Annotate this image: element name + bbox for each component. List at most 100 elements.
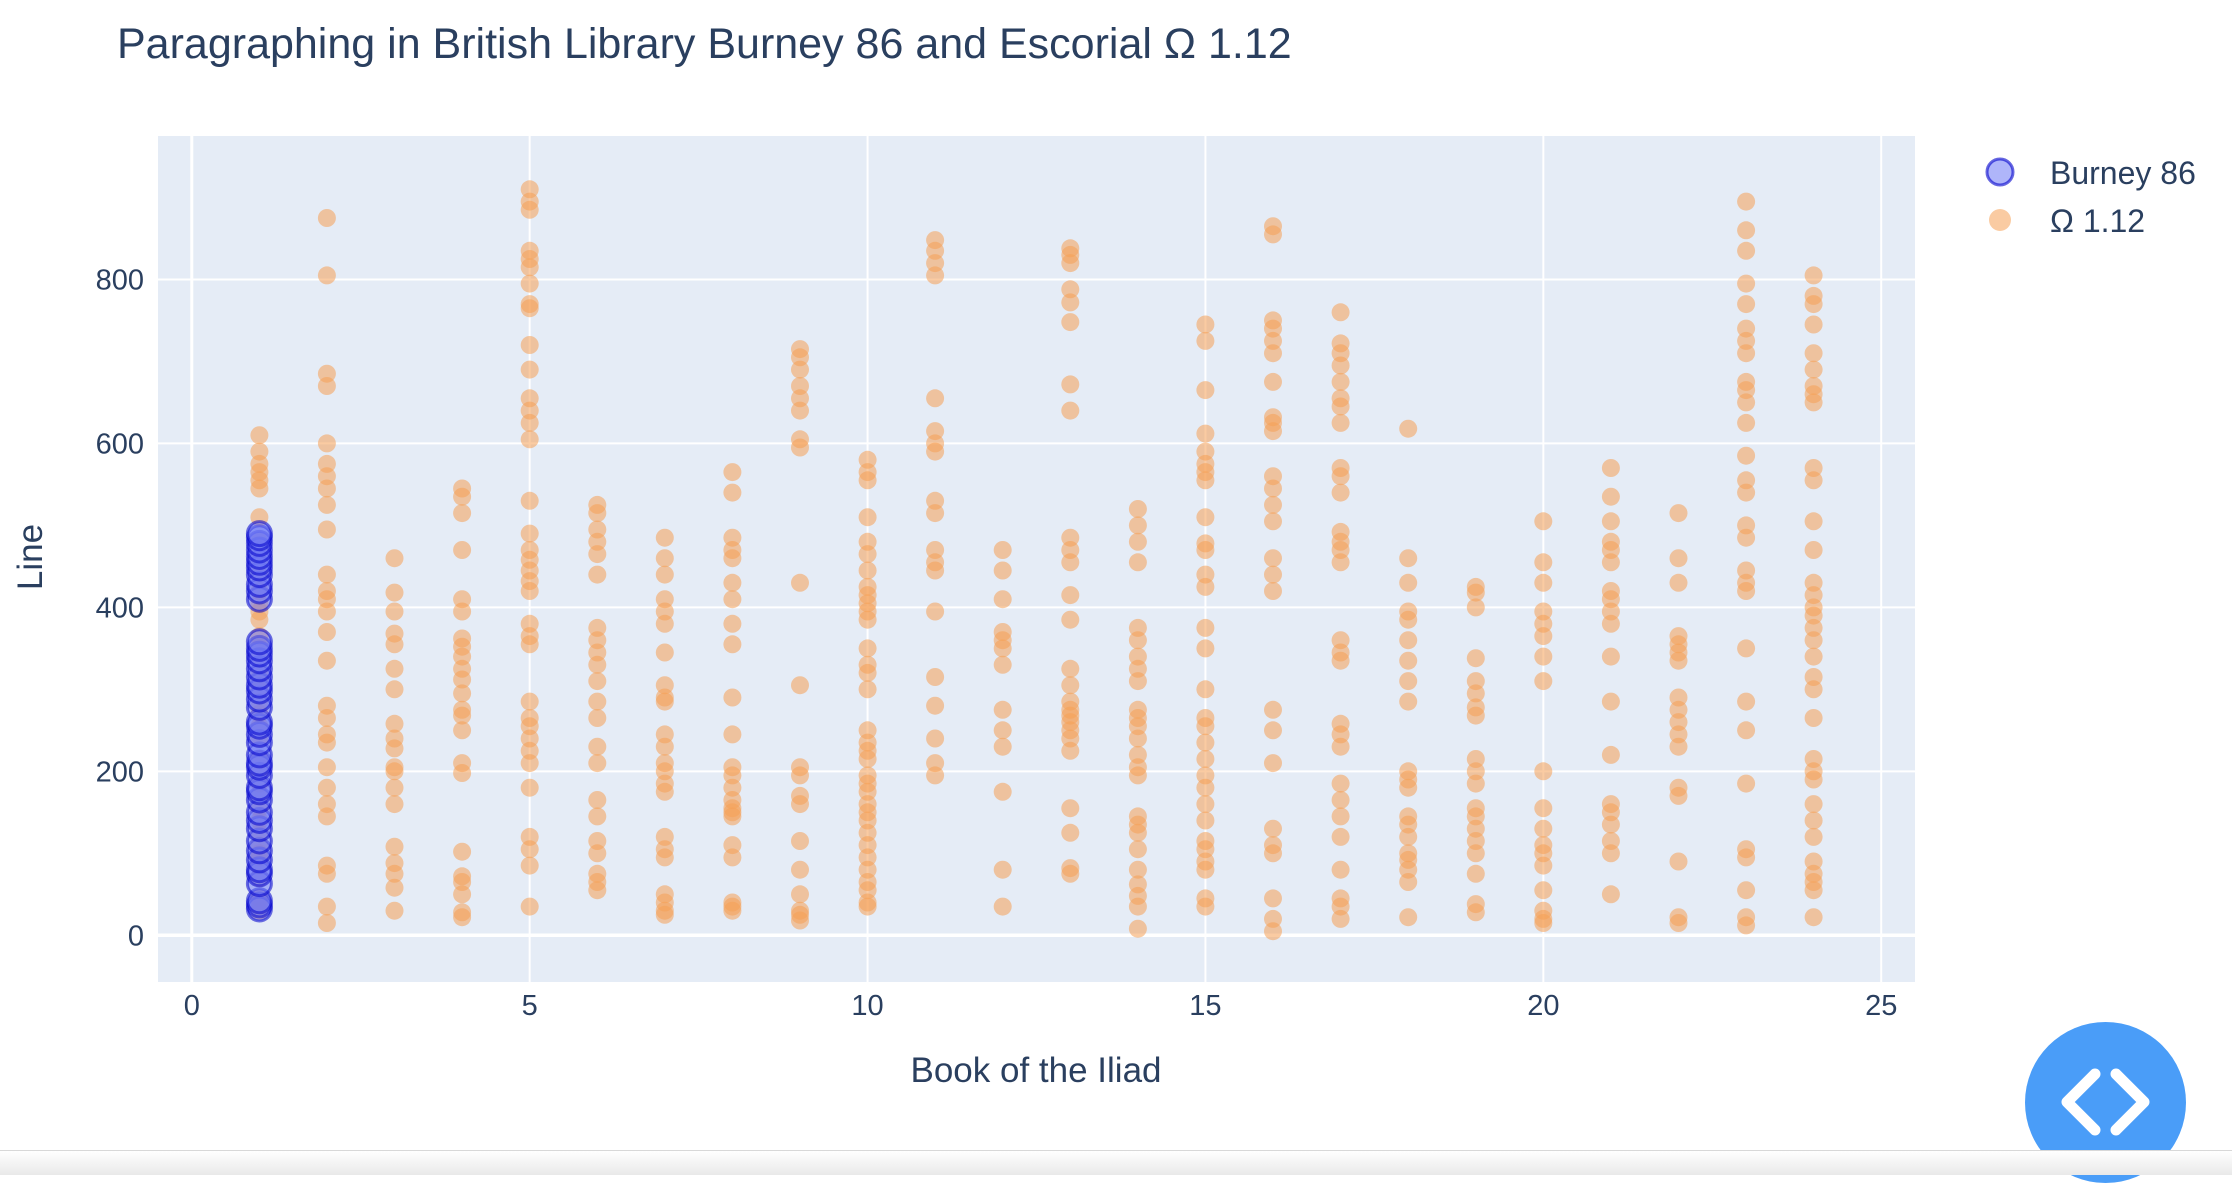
data-point[interactable] — [1737, 331, 1756, 350]
data-point[interactable] — [1399, 762, 1418, 781]
data-point[interactable] — [1264, 217, 1282, 236]
data-point[interactable] — [858, 848, 877, 867]
data-point[interactable] — [453, 602, 472, 621]
data-point[interactable] — [1737, 561, 1756, 580]
data-point[interactable] — [453, 885, 472, 904]
data-point[interactable] — [1061, 676, 1080, 695]
data-point[interactable] — [1737, 881, 1756, 900]
data-point[interactable] — [791, 340, 809, 359]
data-point[interactable] — [317, 582, 336, 600]
data-point[interactable] — [1737, 274, 1756, 293]
data-point[interactable] — [1061, 553, 1080, 572]
data-point[interactable] — [791, 401, 809, 420]
data-point[interactable] — [1128, 729, 1147, 748]
data-point[interactable] — [1331, 774, 1350, 793]
data-point[interactable] — [1466, 598, 1485, 617]
data-point[interactable] — [1601, 647, 1620, 666]
data-point[interactable] — [1061, 313, 1080, 332]
data-point[interactable] — [520, 541, 539, 559]
data-point[interactable] — [1331, 807, 1350, 826]
data-point[interactable] — [1399, 419, 1418, 438]
data-point[interactable] — [1061, 741, 1080, 760]
data-point[interactable] — [520, 897, 539, 916]
data-point[interactable] — [1737, 221, 1756, 240]
data-point[interactable] — [1128, 875, 1147, 894]
data-point[interactable] — [993, 541, 1012, 559]
data-point[interactable] — [1737, 908, 1756, 927]
data-point[interactable] — [385, 602, 404, 621]
data-point[interactable] — [723, 528, 742, 547]
data-point[interactable] — [317, 602, 336, 621]
data-point[interactable] — [723, 541, 742, 559]
data-point[interactable] — [520, 389, 539, 408]
data-point[interactable] — [1196, 331, 1215, 350]
data-point[interactable] — [1804, 631, 1823, 650]
data-point[interactable] — [858, 680, 877, 699]
data-point[interactable] — [791, 377, 809, 395]
data-point[interactable] — [926, 696, 945, 715]
data-point[interactable] — [1331, 737, 1350, 756]
data-point[interactable] — [520, 180, 539, 199]
data-point[interactable] — [453, 504, 472, 523]
data-point[interactable] — [1264, 700, 1282, 719]
data-point[interactable] — [1331, 522, 1350, 541]
data-point[interactable] — [993, 782, 1012, 801]
data-point[interactable] — [723, 758, 742, 777]
data-point[interactable] — [588, 655, 607, 674]
data-point[interactable] — [1737, 471, 1756, 490]
data-point[interactable] — [520, 729, 539, 748]
data-point[interactable] — [317, 914, 336, 932]
data-point[interactable] — [1264, 467, 1282, 486]
data-point[interactable] — [926, 231, 945, 250]
data-point[interactable] — [1737, 639, 1756, 658]
data-point[interactable] — [1128, 758, 1147, 777]
data-point[interactable] — [1331, 303, 1350, 322]
data-point[interactable] — [1669, 504, 1688, 523]
data-point[interactable] — [1264, 372, 1282, 391]
data-point[interactable] — [1399, 549, 1418, 568]
data-point[interactable] — [1331, 714, 1350, 733]
data-point[interactable] — [1534, 762, 1553, 781]
data-point[interactable] — [1128, 919, 1147, 938]
data-point[interactable] — [1466, 799, 1485, 818]
data-point[interactable] — [723, 893, 742, 912]
data-point[interactable] — [1399, 844, 1418, 863]
data-point[interactable] — [1804, 344, 1823, 363]
data-point[interactable] — [1466, 864, 1485, 883]
data-point[interactable] — [926, 504, 945, 523]
data-point[interactable] — [453, 903, 472, 922]
data-point[interactable] — [1399, 602, 1418, 621]
data-point[interactable] — [655, 725, 674, 744]
data-point[interactable] — [317, 565, 336, 584]
data-point[interactable] — [385, 758, 404, 777]
data-point[interactable] — [791, 676, 809, 695]
data-point[interactable] — [245, 628, 273, 656]
data-point[interactable] — [1061, 541, 1080, 559]
data-point[interactable] — [1128, 745, 1147, 764]
data-point[interactable] — [520, 241, 539, 260]
data-point[interactable] — [1331, 483, 1350, 502]
data-point[interactable] — [1264, 721, 1282, 740]
data-point[interactable] — [520, 778, 539, 797]
data-point[interactable] — [1804, 573, 1823, 592]
data-point[interactable] — [655, 565, 674, 584]
data-point[interactable] — [1128, 672, 1147, 691]
data-point[interactable] — [858, 655, 877, 674]
data-point[interactable] — [245, 520, 273, 548]
data-point[interactable] — [520, 192, 539, 211]
data-point[interactable] — [385, 878, 404, 897]
data-point[interactable] — [1466, 774, 1485, 793]
data-point[interactable] — [1264, 819, 1282, 838]
data-point[interactable] — [588, 832, 607, 850]
data-point[interactable] — [1466, 832, 1485, 850]
data-point[interactable] — [655, 676, 674, 695]
data-point[interactable] — [1601, 745, 1620, 764]
data-point[interactable] — [317, 696, 336, 715]
data-point[interactable] — [588, 643, 607, 662]
data-point[interactable] — [317, 377, 336, 395]
data-point[interactable] — [1196, 680, 1215, 699]
data-point[interactable] — [588, 709, 607, 727]
data-point[interactable] — [385, 854, 404, 873]
data-point[interactable] — [1669, 549, 1688, 568]
data-point[interactable] — [385, 624, 404, 643]
